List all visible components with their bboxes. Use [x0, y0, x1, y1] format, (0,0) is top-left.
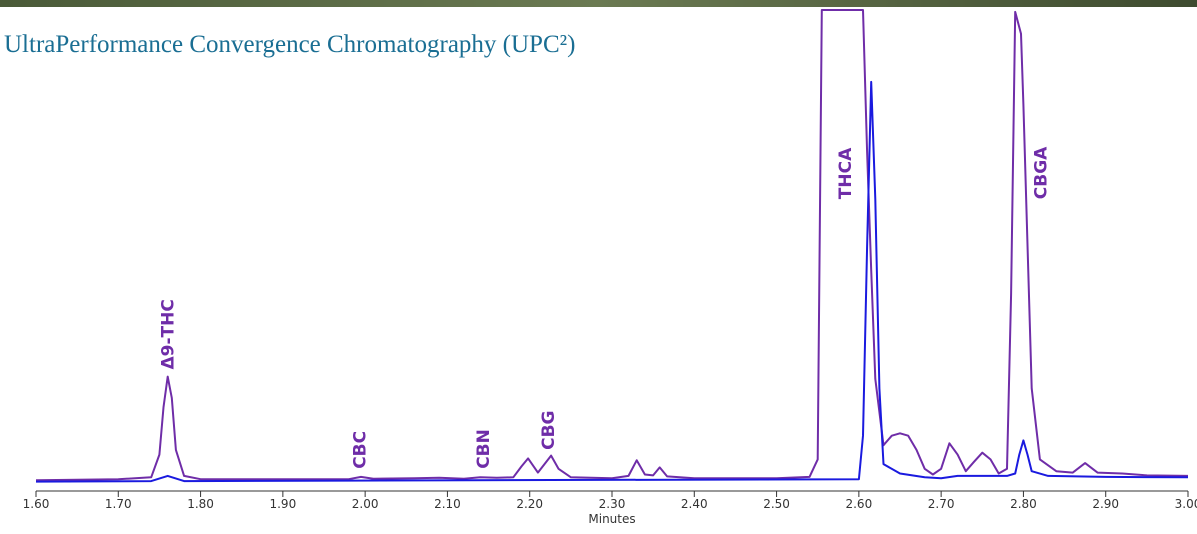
x-tick-label: 1.90: [269, 497, 296, 511]
x-tick-label: 2.80: [1010, 497, 1037, 511]
x-tick-label: 2.00: [352, 497, 379, 511]
x-tick-label: 2.10: [434, 497, 461, 511]
x-tick-label: 2.70: [928, 497, 955, 511]
peak-label: Δ9-THC: [159, 299, 179, 369]
x-tick-label: 2.30: [599, 497, 626, 511]
peak-label: CBG: [539, 410, 559, 449]
x-tick-label: 1.60: [23, 497, 50, 511]
chromatogram-line: [35, 9, 1189, 482]
peak-label: CBN: [474, 429, 494, 469]
peak-label: CBGA: [1032, 146, 1052, 199]
x-tick-label: 2.90: [1092, 497, 1119, 511]
x-tick-label: 2.60: [845, 497, 872, 511]
header-band: [0, 0, 1197, 7]
x-axis-label: Minutes: [588, 512, 635, 526]
x-tick-label: 1.70: [105, 497, 132, 511]
chromatogram-line: [35, 80, 1189, 483]
x-tick-label: 3.00: [1175, 497, 1197, 511]
chart-title: UltraPerformance Convergence Chromatogra…: [4, 31, 575, 58]
peak-label: THCA: [836, 147, 856, 199]
x-tick-label: 1.80: [187, 497, 214, 511]
x-tick-label: 2.20: [516, 497, 543, 511]
x-tick-label: 2.40: [681, 497, 708, 511]
x-tick-label: 2.50: [763, 497, 790, 511]
peak-label: CBC: [350, 431, 370, 469]
